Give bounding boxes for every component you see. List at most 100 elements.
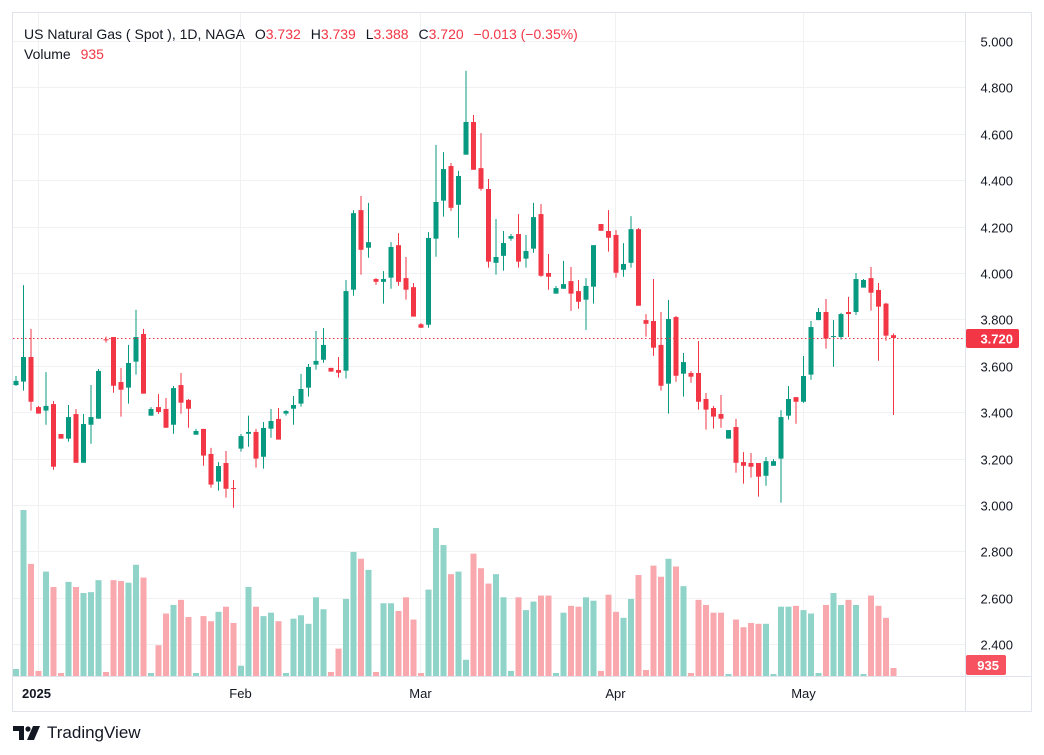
candle[interactable] xyxy=(171,385,176,434)
candle[interactable] xyxy=(591,245,596,304)
candle[interactable] xyxy=(508,234,514,241)
candle[interactable] xyxy=(523,234,529,268)
candle[interactable] xyxy=(366,202,371,258)
candle[interactable] xyxy=(276,408,281,440)
candle[interactable] xyxy=(448,163,454,211)
candle[interactable] xyxy=(43,372,49,425)
candle[interactable] xyxy=(193,428,199,435)
candle[interactable] xyxy=(298,373,304,407)
candle[interactable] xyxy=(853,273,859,315)
candle[interactable] xyxy=(283,410,289,416)
candle[interactable] xyxy=(231,479,236,508)
candle[interactable] xyxy=(66,405,71,442)
candle[interactable] xyxy=(28,328,34,411)
candle[interactable] xyxy=(201,428,206,466)
candle[interactable] xyxy=(103,336,109,343)
candle[interactable] xyxy=(291,395,296,425)
candle[interactable] xyxy=(351,210,356,296)
candle[interactable] xyxy=(261,421,266,469)
price-axis[interactable]: 5.000 4.800 4.600 4.400 4.200 4.000 3.800 3.600… xyxy=(980,35,1013,653)
volume-label[interactable]: Volume xyxy=(24,46,71,62)
candle[interactable] xyxy=(73,408,79,463)
candle[interactable] xyxy=(643,314,649,337)
candle[interactable] xyxy=(343,279,349,379)
candle[interactable] xyxy=(321,327,326,363)
candle[interactable] xyxy=(576,279,581,309)
candle[interactable] xyxy=(561,260,566,289)
candle[interactable] xyxy=(223,450,229,498)
candle[interactable] xyxy=(703,392,709,430)
candle[interactable] xyxy=(268,408,274,438)
candle[interactable] xyxy=(891,333,896,415)
candle[interactable] xyxy=(696,340,701,410)
candle[interactable] xyxy=(118,367,124,417)
symbol-title[interactable]: US Natural Gas ( Spot ), 1D, NAGA xyxy=(24,26,245,42)
candle[interactable] xyxy=(396,233,401,286)
candle[interactable] xyxy=(711,405,716,429)
candle[interactable] xyxy=(478,133,484,191)
candle[interactable] xyxy=(876,282,881,361)
candle[interactable] xyxy=(388,242,394,289)
candle[interactable] xyxy=(411,282,416,317)
candle[interactable] xyxy=(861,279,866,288)
candle[interactable] xyxy=(501,231,506,271)
candle[interactable] xyxy=(208,447,214,488)
candle[interactable] xyxy=(456,170,461,238)
candle[interactable] xyxy=(238,434,244,452)
candle[interactable] xyxy=(666,299,671,414)
candle[interactable] xyxy=(748,453,754,478)
candle[interactable] xyxy=(88,385,94,444)
candle[interactable] xyxy=(441,152,446,217)
candle[interactable] xyxy=(186,398,191,428)
candle[interactable] xyxy=(628,216,634,268)
candle[interactable] xyxy=(463,70,469,155)
candle[interactable] xyxy=(553,285,559,294)
candle[interactable] xyxy=(133,309,139,375)
candle[interactable] xyxy=(598,224,604,231)
candle[interactable] xyxy=(831,320,836,367)
candle[interactable] xyxy=(786,385,791,420)
candle[interactable] xyxy=(96,369,101,419)
candle[interactable] xyxy=(328,367,334,372)
candle[interactable] xyxy=(313,331,319,370)
candle[interactable] xyxy=(778,410,784,503)
candle[interactable] xyxy=(163,398,169,428)
candle[interactable] xyxy=(433,144,439,257)
candle[interactable] xyxy=(733,418,739,473)
candle[interactable] xyxy=(306,363,311,397)
candle[interactable] xyxy=(808,321,814,380)
candle[interactable] xyxy=(756,463,761,497)
candle[interactable] xyxy=(216,462,221,491)
candle[interactable] xyxy=(636,227,641,306)
candle[interactable] xyxy=(246,415,251,447)
candle[interactable] xyxy=(546,253,551,290)
candle[interactable] xyxy=(658,311,664,391)
candle[interactable] xyxy=(471,115,476,170)
candle[interactable] xyxy=(426,232,431,328)
candle[interactable] xyxy=(36,405,41,414)
candle[interactable] xyxy=(801,356,806,403)
candle[interactable] xyxy=(111,337,116,393)
candle[interactable] xyxy=(516,214,521,268)
candle[interactable] xyxy=(178,372,184,414)
candle[interactable] xyxy=(538,204,544,277)
candle[interactable] xyxy=(673,315,679,382)
candle[interactable] xyxy=(141,328,146,394)
candle[interactable] xyxy=(568,266,574,311)
time-axis[interactable]: 2025 Feb Mar Apr May xyxy=(22,686,816,701)
candle[interactable] xyxy=(688,371,694,383)
candle[interactable] xyxy=(883,302,889,341)
candle[interactable] xyxy=(816,308,821,321)
candle[interactable] xyxy=(403,256,409,300)
candle[interactable] xyxy=(868,266,874,311)
candle[interactable] xyxy=(846,296,851,338)
candle[interactable] xyxy=(838,312,844,340)
candle[interactable] xyxy=(58,434,64,439)
candle[interactable] xyxy=(531,202,536,253)
candle[interactable] xyxy=(823,298,829,349)
candle[interactable] xyxy=(741,452,746,484)
candle[interactable] xyxy=(606,210,611,252)
tradingview-logo[interactable]: TradingView xyxy=(13,723,141,743)
candle[interactable] xyxy=(493,218,499,275)
